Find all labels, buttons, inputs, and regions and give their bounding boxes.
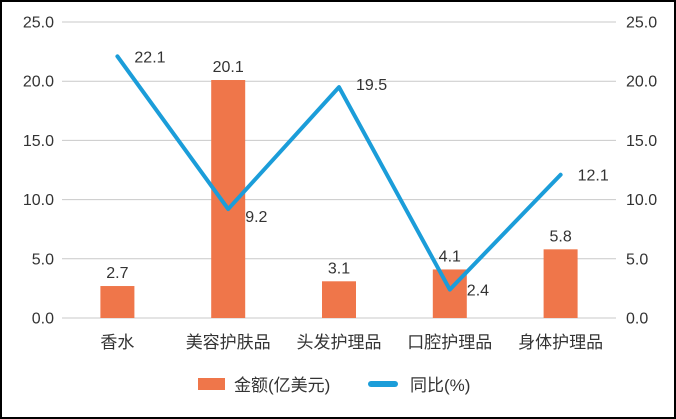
category-label: 身体护理品 bbox=[518, 333, 603, 352]
left-axis-tick-label: 0.0 bbox=[32, 311, 54, 328]
bar bbox=[543, 249, 578, 318]
category-label: 香水 bbox=[100, 333, 134, 352]
bar-value-label: 2.7 bbox=[106, 265, 128, 282]
bar-value-label: 20.1 bbox=[213, 59, 244, 76]
right-axis-tick-label: 15.0 bbox=[626, 133, 657, 150]
legend-line-swatch bbox=[368, 381, 398, 387]
right-axis-tick-label: 10.0 bbox=[626, 192, 657, 209]
left-axis-tick-label: 15.0 bbox=[23, 133, 54, 150]
category-label: 美容护肤品 bbox=[186, 333, 271, 352]
line-value-label: 2.4 bbox=[467, 283, 489, 300]
bar bbox=[100, 286, 135, 318]
bar bbox=[322, 281, 356, 318]
trend-line bbox=[115, 54, 563, 292]
category-label: 口腔护理品 bbox=[407, 333, 492, 352]
right-axis-tick-label: 5.0 bbox=[626, 251, 648, 268]
bar-value-label: 3.1 bbox=[328, 260, 350, 277]
line-value-label: 12.1 bbox=[578, 168, 609, 185]
line-value-label: 9.2 bbox=[245, 209, 267, 226]
line-value-label: 22.1 bbox=[134, 49, 165, 66]
left-axis-tick-label: 5.0 bbox=[32, 251, 54, 268]
legend-bar-swatch bbox=[198, 378, 225, 390]
bar bbox=[211, 80, 246, 319]
legend-line-label: 同比(%) bbox=[410, 376, 470, 395]
category-label: 头发护理品 bbox=[297, 333, 382, 352]
legend-bar-label: 金额(亿美元) bbox=[234, 376, 330, 395]
bar-value-label: 5.8 bbox=[549, 228, 571, 245]
line-value-label: 19.5 bbox=[356, 77, 387, 94]
bar-value-label: 4.1 bbox=[439, 248, 461, 265]
right-axis-tick-label: 0.0 bbox=[626, 311, 648, 328]
left-axis-tick-label: 25.0 bbox=[23, 15, 54, 32]
right-axis-tick-label: 20.0 bbox=[626, 74, 657, 91]
left-axis-tick-label: 20.0 bbox=[23, 74, 54, 91]
right-axis-tick-label: 25.0 bbox=[626, 15, 657, 32]
left-axis-tick-label: 10.0 bbox=[23, 192, 54, 209]
